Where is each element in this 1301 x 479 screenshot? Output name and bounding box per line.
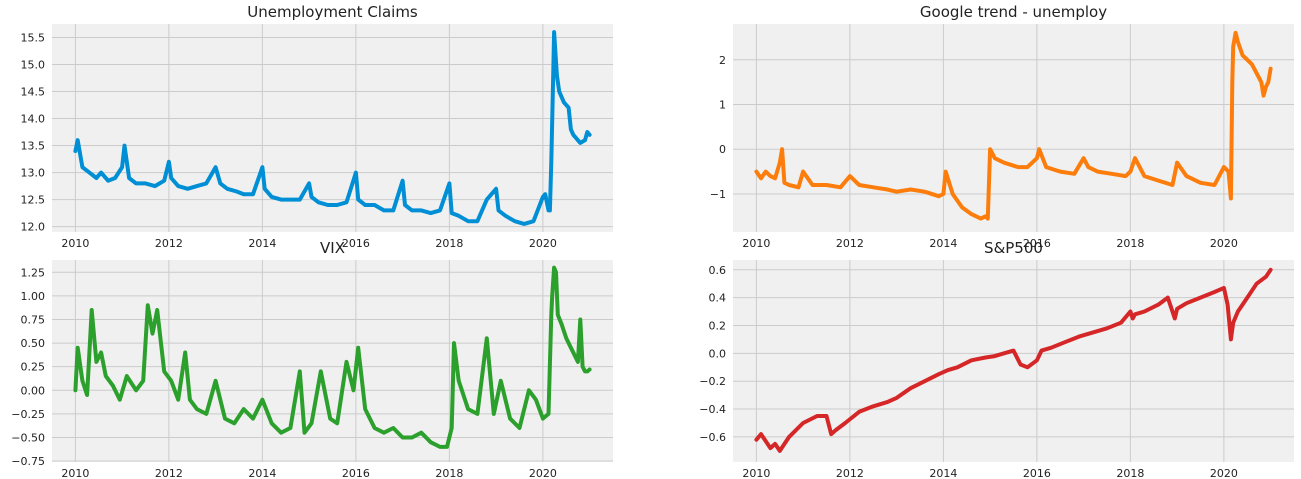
google-trend-unemploy-y-tick-label: 2 <box>719 54 726 67</box>
sp500-y-tick-label: 0.2 <box>709 319 727 332</box>
google-trend-unemploy-y-tick-label: 1 <box>719 99 726 112</box>
vix-x-tick-label: 2018 <box>435 467 463 479</box>
unemployment-claims-title: Unemployment Claims <box>247 3 418 21</box>
chart-google-trend-unemploy: 2010 2012 2014 2016 2018 2020 −1 0 1 2 Google tren… <box>710 3 1294 250</box>
sp500-series-line <box>754 267 1273 453</box>
sp500-x-tick-label: 2014 <box>929 467 957 479</box>
google-trend-unemploy-x-tick-label: 2018 <box>1116 237 1144 250</box>
vix-y-tick-label: −0.75 <box>11 455 45 468</box>
vix-y-tick-label: −0.25 <box>11 408 45 421</box>
sp500-y-tick-label: 0.0 <box>709 347 727 360</box>
unemployment-claims-y-tick-label: 14.5 <box>21 86 46 99</box>
sp500-y-tick-label: −0.2 <box>699 375 726 388</box>
chart-unemployment-claims: 2010 2012 2014 2016 2018 2020 12.0 12.5 13.0 13.5… <box>21 3 613 250</box>
sp500-x-tick-label: 2016 <box>1023 467 1051 479</box>
unemployment-claims-x-tick-label: 2014 <box>248 237 276 250</box>
unemployment-claims-series-line <box>73 30 592 226</box>
unemployment-claims-x-tick-label: 2016 <box>342 237 370 250</box>
google-trend-unemploy-x-tick-label: 2010 <box>742 237 770 250</box>
unemployment-claims-y-tick-label: 13.0 <box>21 167 46 180</box>
vix-x-tick-label: 2020 <box>529 467 557 479</box>
sp500-y-tick-label: −0.4 <box>699 403 726 416</box>
google-trend-unemploy-y-tick-label: −1 <box>710 188 726 201</box>
vix-y-tick-label: 0.75 <box>21 313 46 326</box>
vix-x-tick-label: 2010 <box>61 467 89 479</box>
vix-series-line <box>73 265 592 449</box>
google-trend-unemploy-y-tick-label: 0 <box>719 143 726 156</box>
chart-sp500: 2010 2012 2014 2016 2018 2020 −0.6 −0.4 −0.2 0.0 0… <box>699 239 1294 479</box>
sp500-x-tick-label: 2012 <box>836 467 864 479</box>
sp500-y-tick-label: −0.6 <box>699 431 726 444</box>
unemployment-claims-plot-area <box>52 24 613 232</box>
unemployment-claims-y-tick-label: 14.0 <box>21 113 46 126</box>
unemployment-claims-x-tick-label: 2010 <box>61 237 89 250</box>
vix-y-tick-label: 1.00 <box>21 290 46 303</box>
vix-y-tick-label: 1.25 <box>21 266 46 279</box>
google-trend-unemploy-x-tick-label: 2020 <box>1210 237 1238 250</box>
unemployment-claims-y-tick-label: 15.5 <box>21 32 46 45</box>
vix-y-tick-label: 0.50 <box>21 337 46 350</box>
google-trend-unemploy-x-tick-label: 2016 <box>1023 237 1051 250</box>
vix-y-tick-label: 0.00 <box>21 384 46 397</box>
sp500-plot-area <box>733 260 1294 462</box>
sp500-x-tick-label: 2018 <box>1116 467 1144 479</box>
unemployment-claims-y-tick-label: 15.0 <box>21 59 46 72</box>
sp500-x-tick-label: 2020 <box>1210 467 1238 479</box>
vix-x-tick-label: 2012 <box>155 467 183 479</box>
vix-x-tick-label: 2014 <box>248 467 276 479</box>
google-trend-unemploy-x-tick-label: 2012 <box>836 237 864 250</box>
vix-y-tick-label: 0.25 <box>21 361 46 374</box>
unemployment-claims-y-tick-label: 13.5 <box>21 140 46 153</box>
unemployment-claims-y-tick-label: 12.0 <box>21 221 46 234</box>
vix-y-tick-label: −0.50 <box>11 431 45 444</box>
vix-title: VIX <box>320 239 345 257</box>
unemployment-claims-x-tick-label: 2018 <box>435 237 463 250</box>
sp500-title: S&P500 <box>984 239 1043 257</box>
vix-plot-area <box>52 260 613 462</box>
google-trend-unemploy-series-line <box>754 30 1273 221</box>
unemployment-claims-x-tick-label: 2020 <box>529 237 557 250</box>
chart-vix: 2010 2012 2014 2016 2018 2020 −0.75 −0.50 −0.25 0… <box>11 239 613 479</box>
google-trend-unemploy-title: Google trend - unemploy <box>920 3 1107 21</box>
google-trend-unemploy-x-tick-label: 2014 <box>929 237 957 250</box>
google-trend-unemploy-plot-area <box>733 24 1294 232</box>
sp500-x-tick-label: 2010 <box>742 467 770 479</box>
sp500-y-tick-label: 0.6 <box>709 264 727 277</box>
sp500-y-tick-label: 0.4 <box>709 292 727 305</box>
unemployment-claims-y-tick-label: 12.5 <box>21 194 46 207</box>
vix-x-tick-label: 2016 <box>342 467 370 479</box>
unemployment-claims-x-tick-label: 2012 <box>155 237 183 250</box>
